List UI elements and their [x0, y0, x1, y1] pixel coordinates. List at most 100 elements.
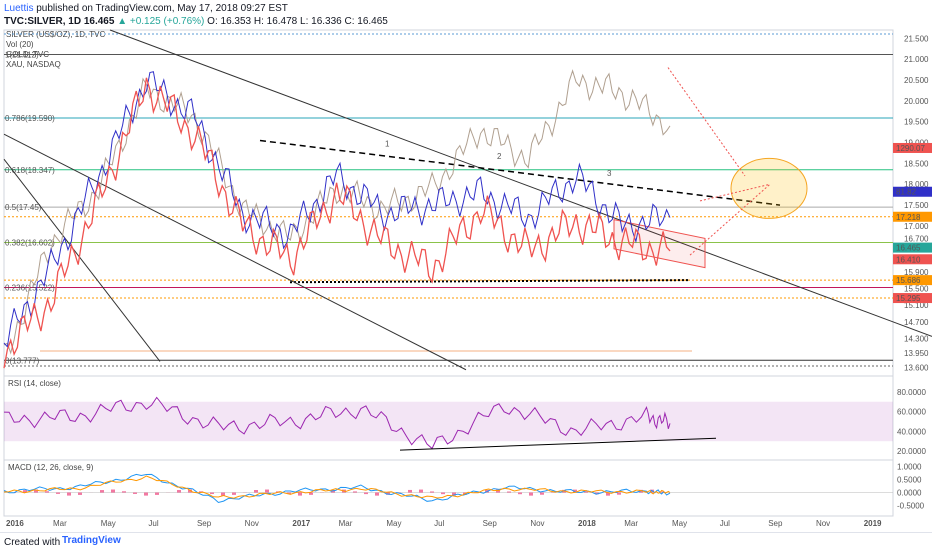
macd-histogram-bar [144, 493, 148, 496]
macd-histogram-bar [430, 491, 434, 492]
price-axis-label: 20.000 [904, 97, 929, 106]
signal-line [4, 476, 670, 498]
macd-histogram-bar [210, 493, 214, 494]
price-axis-label: 21.000 [904, 55, 929, 64]
price-axis-label: 14.700 [904, 318, 929, 327]
macd-histogram-bar [617, 493, 621, 495]
series-line-gold [4, 71, 670, 353]
x-axis-label: Mar [624, 519, 638, 528]
price-axis-label: 13.600 [904, 364, 929, 373]
macd-axis-label: 0.5000 [897, 476, 922, 485]
x-axis-label: Nov [816, 519, 830, 528]
wave-label: 2 [497, 152, 502, 161]
wave-label: 3 [607, 169, 612, 178]
created-with-text: Created with [4, 537, 60, 548]
price-axis-label: 20.500 [904, 76, 929, 85]
x-axis-label: Jul [148, 519, 158, 528]
rsi-band [4, 402, 893, 441]
price-axis-label: 15.500 [904, 284, 929, 293]
x-axis-label: May [672, 519, 687, 528]
macd-histogram-bar [507, 492, 511, 493]
macd-histogram-bar [111, 490, 115, 493]
macd-title: MACD (12, 26, close, 9) [8, 463, 94, 472]
x-axis-label: Nov [530, 519, 544, 528]
fib-level-label: 0.382(16.602) [5, 239, 55, 248]
x-axis-label: Sep [768, 519, 783, 528]
series-line-xau [4, 72, 670, 347]
rsi-axis-label: 60.0000 [897, 408, 926, 417]
macd-histogram-bar [56, 493, 60, 494]
price-tag-label: 16.465 [896, 244, 921, 253]
macd-histogram-bar [221, 493, 225, 496]
x-axis-label: 2019 [864, 519, 882, 528]
macd-axis-label: -0.5000 [897, 502, 925, 511]
macd-histogram-bar [408, 490, 412, 493]
dashed-trendline [260, 140, 780, 205]
target-ellipse [731, 158, 807, 218]
macd-histogram-bar [232, 493, 236, 495]
macd-histogram-bar [155, 493, 159, 495]
x-axis-label: Mar [339, 519, 353, 528]
x-axis-label: May [101, 519, 116, 528]
macd-line [4, 474, 670, 502]
chart-canvas[interactable]: 1(21.112)0.786(19.590)0.618(18.347)0.5(1… [0, 0, 932, 532]
fib-level-label: 1(21.112) [5, 51, 39, 60]
x-axis-label: Sep [483, 519, 498, 528]
fib-level-label: 0(13.777) [5, 356, 40, 365]
macd-histogram-bar [254, 490, 258, 493]
price-axis-label: 13.950 [904, 349, 929, 358]
footer: Created with TradingView [0, 532, 932, 551]
wave-label: 1 [385, 140, 390, 149]
rsi-axis-label: 40.0000 [897, 427, 926, 436]
macd-histogram-bar [540, 493, 544, 495]
price-tag-label: 81.82 [896, 188, 917, 197]
x-axis-label: 2017 [292, 519, 310, 528]
x-axis-label: Jul [720, 519, 730, 528]
macd-histogram-bar [78, 493, 82, 495]
macd-histogram-bar [265, 490, 269, 493]
macd-axis-label: 1.0000 [897, 463, 922, 472]
macd-histogram-bar [419, 490, 423, 493]
macd-histogram-bar [133, 493, 137, 494]
projection-arrow [668, 68, 745, 176]
macd-histogram-bar [353, 491, 357, 492]
macd-axis-label: 0.0000 [897, 489, 922, 498]
x-axis-label: Mar [53, 519, 67, 528]
rsi-title: RSI (14, close) [8, 379, 61, 388]
x-axis-label: Sep [197, 519, 212, 528]
rsi-axis-label: 80.0000 [897, 388, 926, 397]
rsi-axis-label: 20.0000 [897, 447, 926, 456]
price-axis-label: 18.500 [904, 159, 929, 168]
price-tag-label: 17.218 [896, 213, 921, 222]
x-axis-label: Jul [434, 519, 444, 528]
tradingview-logo[interactable]: TradingView [62, 535, 121, 546]
macd-histogram-bar [177, 490, 181, 493]
macd-histogram-bar [529, 493, 533, 496]
macd-histogram-bar [67, 493, 71, 496]
price-axis-label: 17.500 [904, 201, 929, 210]
price-tag-label: 15.686 [896, 276, 921, 285]
price-tag-label: 16.410 [896, 255, 921, 264]
price-tag-label: 1290.07 [896, 144, 925, 153]
price-axis-label: 21.500 [904, 34, 929, 43]
x-axis-label: May [386, 519, 401, 528]
macd-histogram-bar [441, 493, 445, 495]
macd-histogram-bar [375, 493, 379, 496]
macd-histogram-bar [45, 491, 49, 492]
macd-histogram-bar [298, 493, 302, 496]
trendline-upper [110, 30, 932, 336]
fib-level-label: 0.5(17.45) [5, 203, 42, 212]
price-axis-label: 19.500 [904, 118, 929, 127]
macd-histogram-bar [122, 491, 126, 492]
macd-histogram-bar [100, 490, 104, 492]
macd-histogram-bar [364, 493, 368, 495]
series-line-silver [4, 78, 670, 368]
macd-histogram-bar [518, 493, 522, 495]
macd-pane [4, 460, 893, 516]
price-axis-label: 17.000 [904, 222, 929, 231]
price-axis-label: 14.300 [904, 334, 929, 343]
fib-level-label: 0.786(19.590) [5, 114, 55, 123]
x-axis-label: 2018 [578, 519, 596, 528]
price-tag-label: 15.295 [896, 294, 921, 303]
x-axis-label: 2016 [6, 519, 24, 528]
